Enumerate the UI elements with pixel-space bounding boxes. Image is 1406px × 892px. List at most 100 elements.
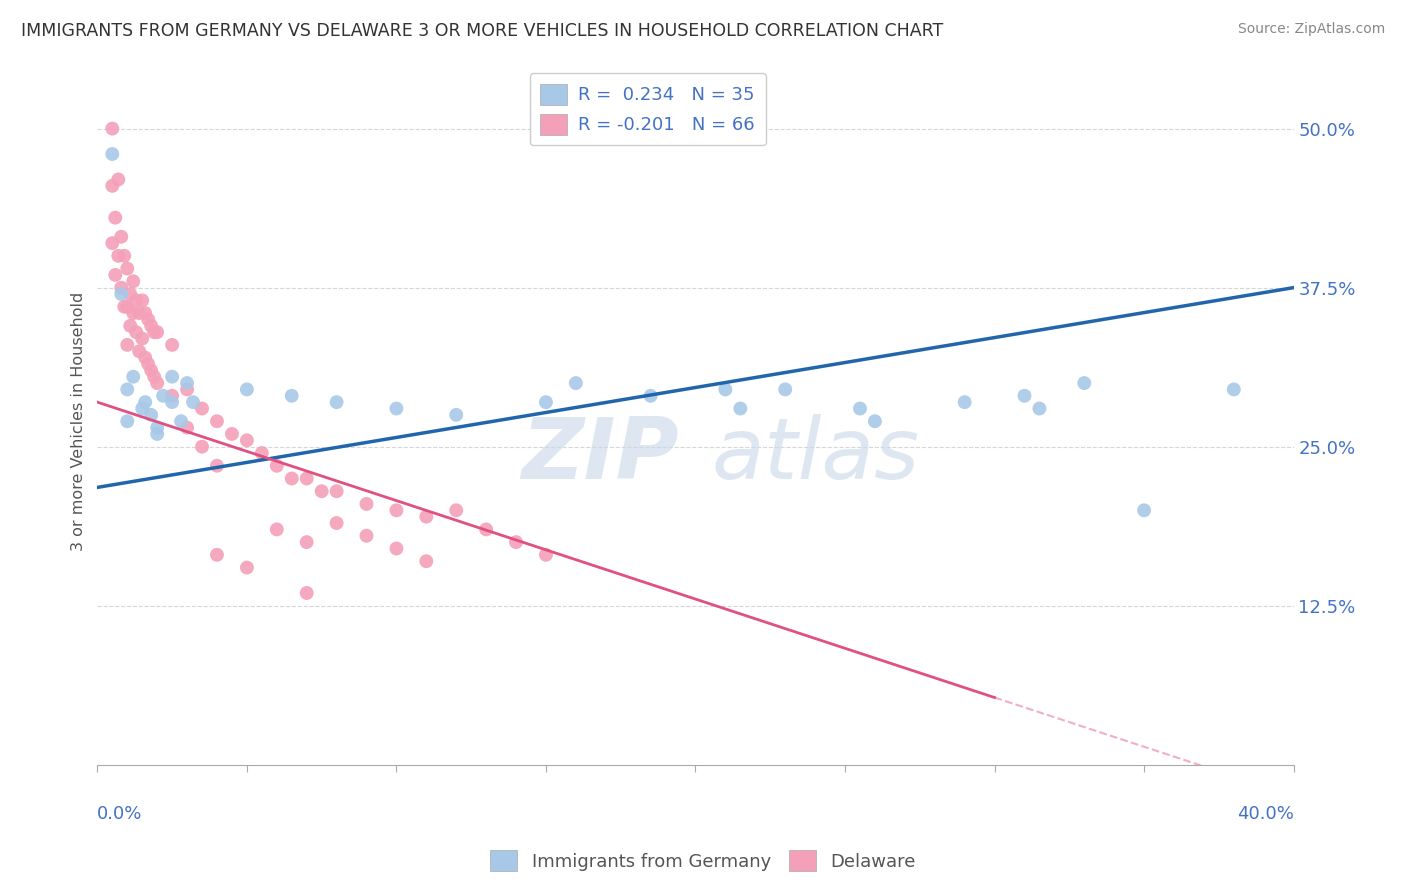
- Point: [152, 389, 174, 403]
- Point: [134, 351, 156, 365]
- Legend: R =  0.234   N = 35, R = -0.201   N = 66: R = 0.234 N = 35, R = -0.201 N = 66: [530, 73, 766, 145]
- Point: [131, 401, 153, 416]
- Point: [107, 172, 129, 186]
- Point: [110, 287, 132, 301]
- Point: [325, 516, 347, 530]
- Point: [356, 529, 378, 543]
- Point: [1014, 389, 1036, 403]
- Point: [295, 535, 318, 549]
- Point: [160, 338, 183, 352]
- Point: [104, 211, 127, 225]
- Point: [110, 229, 132, 244]
- Point: [176, 376, 198, 390]
- Point: [250, 446, 273, 460]
- Point: [266, 522, 288, 536]
- Point: [205, 414, 228, 428]
- Point: [311, 484, 333, 499]
- Point: [143, 325, 166, 339]
- Point: [176, 420, 198, 434]
- Point: [415, 509, 437, 524]
- Point: [640, 389, 662, 403]
- Text: ZIP: ZIP: [522, 414, 679, 497]
- Legend: Immigrants from Germany, Delaware: Immigrants from Germany, Delaware: [482, 843, 924, 879]
- Point: [280, 471, 302, 485]
- Text: atlas: atlas: [711, 414, 920, 497]
- Point: [730, 401, 752, 416]
- Point: [117, 300, 139, 314]
- Point: [325, 484, 347, 499]
- Point: [295, 471, 318, 485]
- Point: [534, 548, 557, 562]
- Point: [134, 306, 156, 320]
- Point: [849, 401, 872, 416]
- Point: [117, 383, 139, 397]
- Point: [104, 268, 127, 282]
- Text: Source: ZipAtlas.com: Source: ZipAtlas.com: [1237, 22, 1385, 37]
- Point: [385, 541, 408, 556]
- Point: [863, 414, 886, 428]
- Point: [112, 249, 135, 263]
- Point: [565, 376, 588, 390]
- Y-axis label: 3 or more Vehicles in Household: 3 or more Vehicles in Household: [72, 292, 86, 551]
- Point: [117, 414, 139, 428]
- Point: [280, 389, 302, 403]
- Point: [120, 318, 142, 333]
- Point: [160, 369, 183, 384]
- Point: [714, 383, 737, 397]
- Point: [191, 401, 214, 416]
- Point: [110, 280, 132, 294]
- Point: [205, 458, 228, 473]
- Point: [170, 414, 193, 428]
- Point: [141, 408, 163, 422]
- Point: [205, 548, 228, 562]
- Point: [101, 178, 124, 193]
- Point: [505, 535, 527, 549]
- Point: [1028, 401, 1050, 416]
- Point: [266, 458, 288, 473]
- Point: [128, 344, 150, 359]
- Point: [128, 306, 150, 320]
- Point: [122, 306, 145, 320]
- Point: [101, 147, 124, 161]
- Point: [221, 426, 243, 441]
- Point: [1223, 383, 1246, 397]
- Point: [125, 325, 148, 339]
- Point: [1133, 503, 1156, 517]
- Point: [120, 287, 142, 301]
- Point: [415, 554, 437, 568]
- Point: [125, 293, 148, 308]
- Point: [143, 369, 166, 384]
- Point: [117, 261, 139, 276]
- Point: [1073, 376, 1095, 390]
- Text: 40.0%: 40.0%: [1237, 805, 1294, 823]
- Point: [101, 236, 124, 251]
- Point: [325, 395, 347, 409]
- Point: [122, 369, 145, 384]
- Point: [101, 121, 124, 136]
- Point: [444, 503, 467, 517]
- Point: [773, 383, 796, 397]
- Point: [181, 395, 204, 409]
- Point: [385, 503, 408, 517]
- Point: [295, 586, 318, 600]
- Point: [112, 300, 135, 314]
- Point: [534, 395, 557, 409]
- Point: [117, 338, 139, 352]
- Point: [141, 363, 163, 377]
- Point: [146, 426, 169, 441]
- Point: [141, 318, 163, 333]
- Text: IMMIGRANTS FROM GERMANY VS DELAWARE 3 OR MORE VEHICLES IN HOUSEHOLD CORRELATION : IMMIGRANTS FROM GERMANY VS DELAWARE 3 OR…: [21, 22, 943, 40]
- Point: [385, 401, 408, 416]
- Point: [444, 408, 467, 422]
- Point: [160, 395, 183, 409]
- Point: [131, 293, 153, 308]
- Text: 0.0%: 0.0%: [97, 805, 143, 823]
- Point: [146, 376, 169, 390]
- Point: [236, 383, 259, 397]
- Point: [136, 312, 159, 326]
- Point: [136, 357, 159, 371]
- Point: [146, 420, 169, 434]
- Point: [953, 395, 976, 409]
- Point: [356, 497, 378, 511]
- Point: [176, 383, 198, 397]
